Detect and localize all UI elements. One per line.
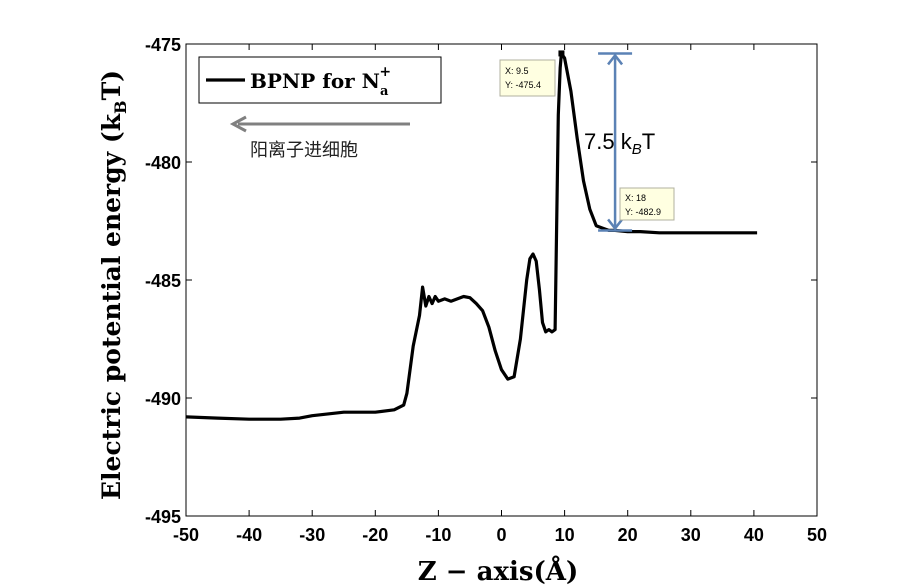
data-tip-peak: X: 9.5 Y: -475.4 [499, 59, 556, 97]
y-axis-label: Electric potential energy (kBT) [97, 70, 130, 500]
data-tip-plateau: X: 18 Y: -482.9 [619, 187, 675, 221]
y-tick-label: -490 [145, 389, 181, 409]
y-axis-label-tail: T) [97, 70, 126, 100]
direction-arrow-label: 阳离子进细胞 [250, 140, 358, 161]
x-axis-label: Z − axis(Å) [418, 556, 579, 587]
data-tip-x: X: 18 [625, 193, 646, 203]
x-tick-label: -20 [362, 525, 388, 545]
barrier-label-sub: B [632, 141, 642, 158]
x-tick-label: 50 [807, 525, 827, 545]
legend: BPNP for Na+ [198, 56, 442, 104]
data-tip-y: Y: -482.9 [625, 207, 661, 217]
y-axis-ticks: -475 -480 -485 -490 -495 [145, 35, 817, 527]
data-tip-marker [558, 50, 565, 57]
data-tip-box [619, 187, 675, 221]
barrier-annotation: 7.5 kBT [584, 52, 655, 232]
x-tick-label: -10 [425, 525, 451, 545]
x-tick-label: 40 [744, 525, 764, 545]
legend-sup: + [379, 64, 391, 80]
legend-sub: a [380, 84, 389, 99]
y-tick-label: -495 [145, 507, 181, 527]
x-axis-ticks: -50 -40 -30 -20 -10 0 10 20 30 40 50 [173, 44, 827, 545]
direction-arrow-head [229, 115, 247, 133]
data-tip-x: X: 9.5 [505, 66, 529, 76]
y-axis-label-sub: B [111, 100, 130, 114]
data-tip-y: Y: -475.4 [505, 80, 541, 90]
legend-label: BPNP for Na+ [250, 64, 391, 99]
series-line-bpnp [185, 51, 758, 421]
plot-area [185, 43, 818, 517]
y-tick-label: -480 [145, 153, 181, 173]
barrier-arrow-head-bottom [607, 218, 624, 231]
x-tick-label: -50 [173, 525, 199, 545]
x-tick-label: 10 [555, 525, 575, 545]
y-tick-label: -485 [145, 271, 181, 291]
x-tick-label: 30 [681, 525, 701, 545]
barrier-label-tail: T [642, 129, 655, 154]
barrier-arrow-head-top [607, 53, 624, 66]
barrier-label: 7.5 kBT [584, 129, 655, 158]
x-tick-label: 20 [618, 525, 638, 545]
y-tick-label: -475 [145, 35, 181, 55]
x-tick-label: 0 [496, 525, 506, 545]
cation-direction-annotation: 阳离子进细胞 [229, 115, 410, 161]
x-tick-label: -30 [299, 525, 325, 545]
data-tip-box [499, 59, 556, 97]
x-tick-label: -40 [236, 525, 262, 545]
